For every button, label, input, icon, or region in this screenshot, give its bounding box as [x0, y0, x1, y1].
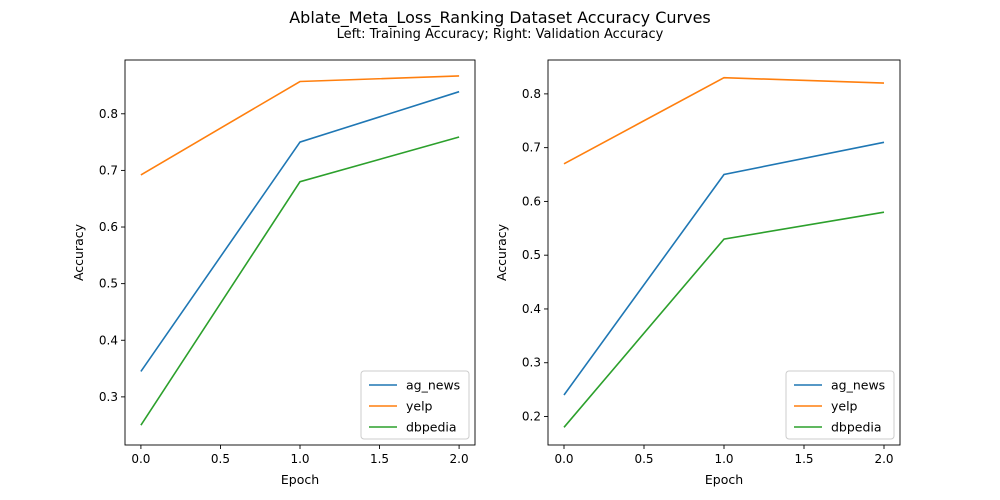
y-axis-label: Accuracy: [71, 223, 86, 281]
series-line-yelp: [140, 75, 460, 176]
y-tick-label: 0.8: [522, 87, 541, 101]
legend-label-ag_news: ag_news: [831, 378, 885, 393]
legend-box: [360, 370, 470, 440]
series-line-yelp: [563, 76, 885, 165]
x-tick-label: 0.5: [634, 452, 653, 466]
y-tick-label: 0.2: [522, 410, 541, 424]
x-tick-label: 0.5: [211, 452, 230, 466]
training-accuracy-panel: 0.0 0.5 1.0 1.5 2.0 0.3 0.4 0.5 0.6 0.7 0.8 Epoch Ac…: [71, 59, 476, 487]
y-tick-label: 0.8: [99, 107, 118, 121]
x-axis-label: Epoch: [705, 472, 743, 487]
y-axis-label: Accuracy: [494, 223, 509, 281]
x-tick-label: 1.0: [714, 452, 733, 466]
x-tick-label: 2.0: [874, 452, 893, 466]
series-line-dbpedia: [140, 136, 460, 426]
figure-subtitle: Left: Training Accuracy; Right: Validati…: [336, 27, 664, 42]
y-tick-label: 0.7: [522, 141, 541, 155]
series-line-ag_news: [563, 141, 885, 396]
y-tick-label: 0.3: [522, 356, 541, 370]
y-tick-label: 0.7: [99, 163, 118, 177]
x-tick-label: 1.5: [794, 452, 813, 466]
y-tick-label: 0.4: [99, 333, 118, 347]
y-tick-label: 0.4: [522, 302, 541, 316]
validation-accuracy-panel: 0.0 0.5 1.0 1.5 2.0 0.2 0.3 0.4 0.5 0.6 0.7 0.8 Epoc…: [494, 59, 901, 487]
legend-box: [785, 370, 895, 440]
figure-title: Ablate_Meta_Loss_Ranking Dataset Accurac…: [289, 8, 711, 27]
y-tick-label: 0.5: [522, 248, 541, 262]
y-tick-label: 0.5: [99, 277, 118, 291]
series-line-dbpedia: [563, 211, 885, 428]
series-line-ag_news: [140, 90, 460, 372]
legend-label-dbpedia: dbpedia: [831, 420, 882, 435]
x-tick-label: 0.0: [131, 452, 150, 466]
y-tick-label: 0.6: [99, 220, 118, 234]
x-axis-label: Epoch: [281, 472, 319, 487]
y-tick-label: 0.3: [99, 390, 118, 404]
x-tick-label: 2.0: [450, 452, 469, 466]
x-tick-label: 1.0: [290, 452, 309, 466]
x-tick-label: 1.5: [370, 452, 389, 466]
legend-label-yelp: yelp: [831, 399, 858, 414]
x-tick-label: 0.0: [554, 452, 573, 466]
legend-label-yelp: yelp: [406, 399, 433, 414]
y-tick-label: 0.6: [522, 194, 541, 208]
legend-label-dbpedia: dbpedia: [406, 420, 457, 435]
legend-label-ag_news: ag_news: [406, 378, 460, 393]
